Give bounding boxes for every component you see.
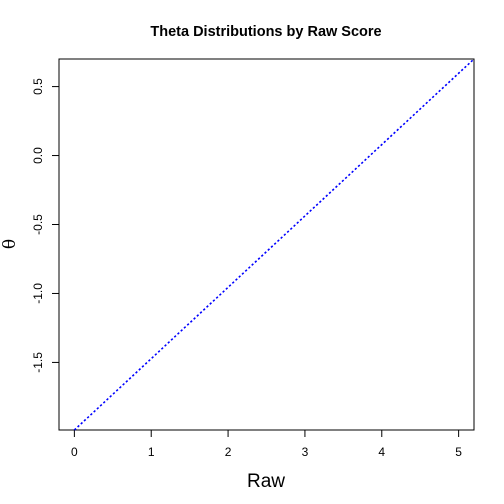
x-axis-label: Raw [247, 471, 285, 492]
x-tick-label: 0 [71, 445, 78, 459]
x-tick-label: 5 [455, 445, 462, 459]
series-layer [73, 58, 475, 431]
y-axis-label: θ [0, 239, 20, 249]
y-tick-label: -1.0 [31, 283, 45, 304]
y-tick-label: 0.5 [31, 78, 45, 95]
y-tick-label: 0.0 [31, 147, 45, 164]
y-tick-label: -1.5 [31, 352, 45, 373]
x-tick-label: 2 [225, 445, 232, 459]
x-tick-label: 4 [378, 445, 385, 459]
y-tick-label: -0.5 [31, 214, 45, 235]
x-tick-label: 1 [148, 445, 155, 459]
y-axis: -1.5 -1.0 -0.5 0.0 0.5 [31, 78, 60, 373]
x-axis: 0 1 2 3 4 5 [71, 429, 462, 459]
series-line [73, 58, 475, 431]
chart-title: Theta Distributions by Raw Score [150, 24, 381, 40]
x-tick-label: 3 [302, 445, 309, 459]
